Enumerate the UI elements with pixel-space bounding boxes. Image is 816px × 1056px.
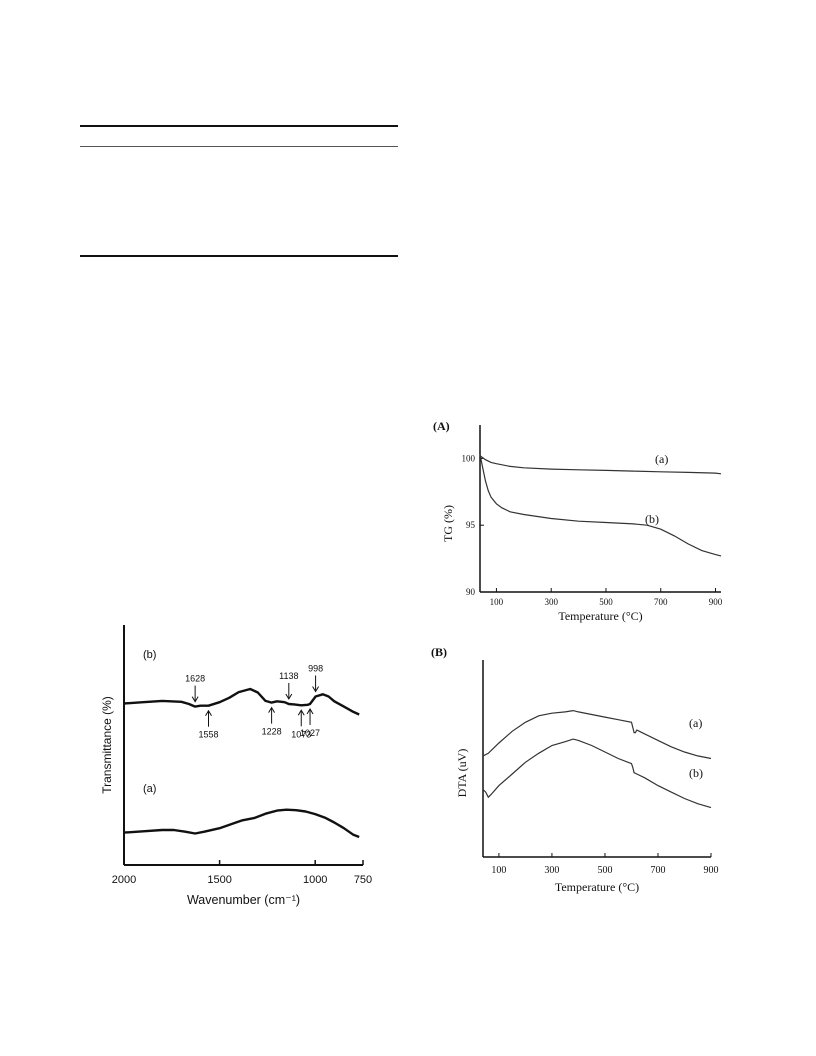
annotation-arrowhead <box>268 706 276 713</box>
table-top-rule <box>80 125 398 127</box>
x-tick-label: 1000 <box>303 874 327 886</box>
series-line <box>482 709 712 760</box>
x-axis-label: Wavenumber (cm⁻¹) <box>187 893 300 907</box>
tg-chart: (A) 100 300 500 700 900 90 95 100 Temperature (°C… <box>433 419 723 623</box>
annotation-label: 998 <box>308 663 323 673</box>
annotation-label: 1628 <box>185 674 205 684</box>
x-tick-label: 1500 <box>207 874 231 886</box>
annotation-arrowhead <box>191 696 199 703</box>
annotation-arrowhead <box>306 707 314 715</box>
x-tick-label: 300 <box>544 865 559 876</box>
annotation-label: 1027 <box>300 728 320 738</box>
x-tick-label: 700 <box>654 597 668 607</box>
x-tick-label: 100 <box>491 865 506 876</box>
annotation-label: 1228 <box>262 727 282 737</box>
annotation-arrowhead <box>205 709 212 716</box>
x-tick-label: 750 <box>354 874 372 886</box>
series-label: (a) <box>689 716 702 730</box>
x-axis-label: Temperature (°C) <box>555 880 639 894</box>
x-tick-label: 500 <box>599 597 613 607</box>
ftir-chart: 2000 1500 1000 750 Wavenumber (cm⁻¹) Transmit… <box>100 625 372 907</box>
dta-chart: (B) 100 300 500 700 900 Temperature (°C) DTA (u… <box>431 645 719 894</box>
series-line <box>123 808 360 839</box>
series-line <box>482 738 712 809</box>
x-tick-label: 300 <box>544 597 558 607</box>
ftir-figure: 2000 1500 1000 750 Wavenumber (cm⁻¹) Transmit… <box>95 615 375 915</box>
y-axis-label: DTA (uV) <box>455 749 469 798</box>
panel-label: (B) <box>431 645 447 659</box>
x-tick-label: 900 <box>704 865 719 876</box>
table-bottom-rule <box>80 255 398 257</box>
series-label: (a) <box>655 452 668 466</box>
series-label: (b) <box>645 512 659 526</box>
annotation-arrowhead <box>312 686 320 693</box>
series-label: (a) <box>143 783 156 795</box>
annotation-label: 1558 <box>198 730 218 740</box>
annotation-arrowhead <box>297 709 305 716</box>
series-line <box>123 687 360 716</box>
x-tick-label: 900 <box>709 597 723 607</box>
table-header-rule <box>80 146 398 147</box>
annotation-label: 1138 <box>279 671 298 681</box>
series-line <box>479 454 722 557</box>
tg-figure: (A) 100 300 500 700 900 90 95 100 Temperature (°C… <box>425 415 730 635</box>
x-tick-label: 500 <box>597 865 612 876</box>
series-label: (b) <box>143 649 156 661</box>
series-line <box>479 455 722 475</box>
y-axis-label: Transmittance (%) <box>100 696 114 794</box>
y-tick-label: 95 <box>466 520 476 530</box>
x-tick-label: 100 <box>490 597 504 607</box>
y-tick-label: 100 <box>462 453 476 463</box>
annotation-arrowhead <box>285 693 293 700</box>
y-tick-label: 90 <box>466 587 476 597</box>
x-axis-label: Temperature (°C) <box>558 609 642 623</box>
x-tick-label: 2000 <box>112 874 136 886</box>
dta-figure: (B) 100 300 500 700 900 Temperature (°C) DTA (u… <box>425 640 730 900</box>
annotation-label: 1073 <box>291 729 311 739</box>
y-axis-label: TG (%) <box>441 505 455 542</box>
x-tick-label: 700 <box>650 865 665 876</box>
panel-label: (A) <box>433 419 450 433</box>
series-label: (b) <box>689 766 703 780</box>
